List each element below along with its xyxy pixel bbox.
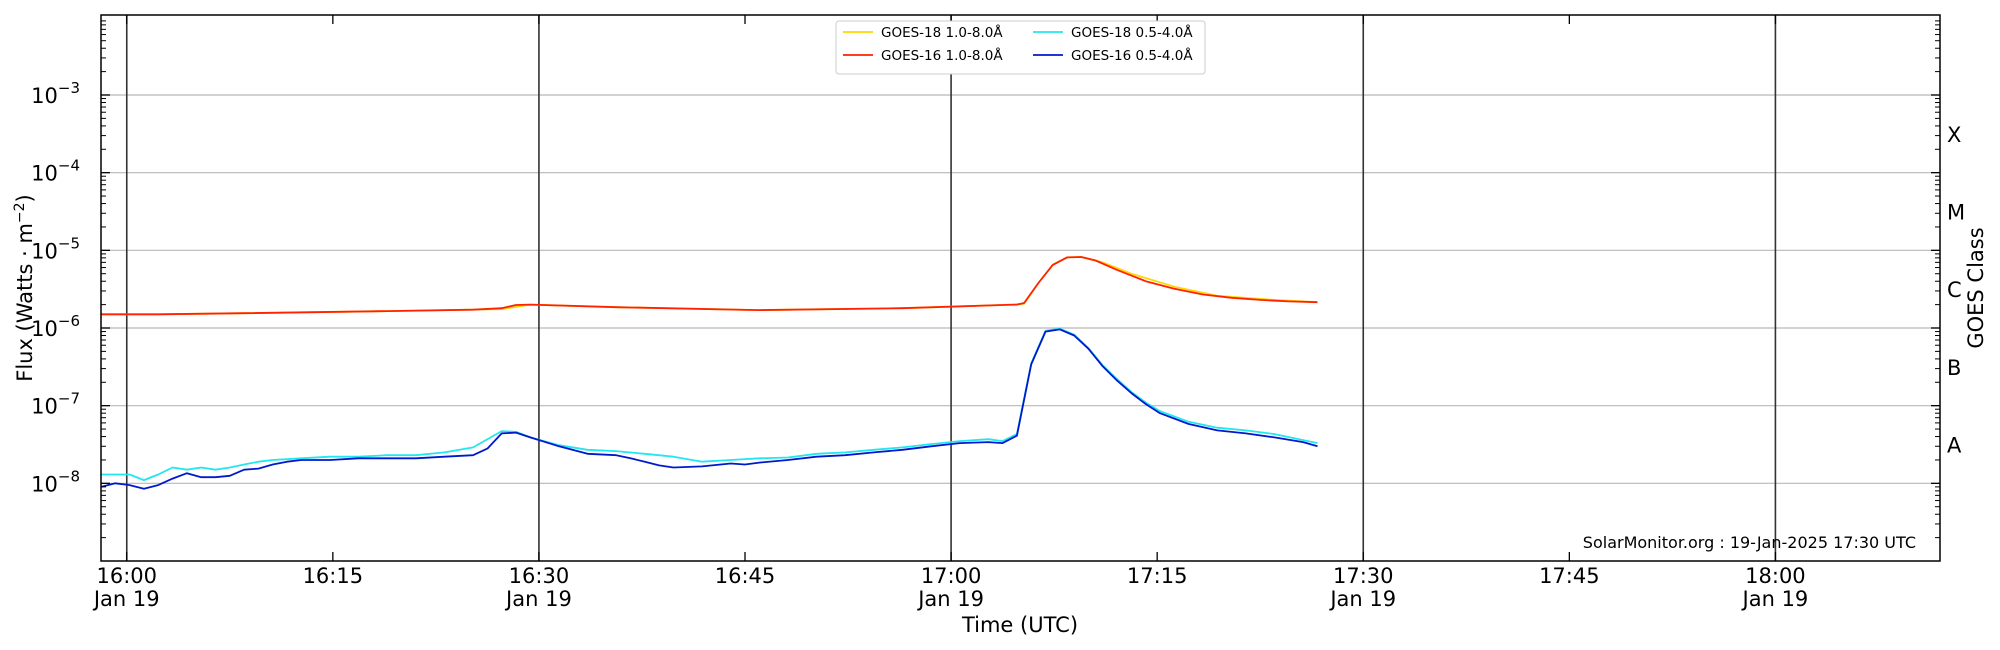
- y-tick-label-base: 10: [31, 317, 58, 341]
- y-tick-label-exponent: −6: [58, 312, 80, 330]
- legend-entry-label: GOES-18 1.0-8.0Å: [881, 24, 1003, 41]
- legend-entry-label: GOES-18 0.5-4.0Å: [1071, 24, 1193, 41]
- y-tick-label-base: 10: [31, 472, 58, 496]
- x-tick-label-time: 16:45: [715, 564, 776, 588]
- y-tick-label: 10−8: [31, 467, 80, 496]
- y-tick-label-base: 10: [31, 395, 58, 419]
- series-layer: [100, 256, 1318, 490]
- x-tick-label-time: 16:15: [303, 564, 364, 588]
- goes-class-label: M: [1947, 200, 1965, 224]
- y-tick-label-base: 10: [31, 84, 58, 108]
- grid-layer: [101, 15, 1940, 561]
- y-tick-label: 10−6: [31, 312, 80, 341]
- y-axis-title-exponent: −2: [12, 202, 28, 223]
- x-tick-label-date: Jan 19: [1328, 587, 1396, 611]
- x-tick-label-time: 18:00: [1745, 564, 1806, 588]
- y-tick-label-base: 10: [31, 239, 58, 263]
- y-axis-title: Flux (Watts · m−2): [12, 194, 37, 382]
- y-tick-label-exponent: −8: [58, 467, 80, 485]
- y-tick-label-exponent: −3: [58, 79, 80, 97]
- y-tick-label-exponent: −4: [58, 157, 80, 175]
- y-tick-label-exponent: −7: [58, 390, 80, 408]
- credit-text: SolarMonitor.org : 19-Jan-2025 17:30 UTC: [1583, 533, 1916, 552]
- series-line: [100, 328, 1318, 490]
- x-tick-label-date: Jan 19: [1741, 587, 1809, 611]
- x-tick-label-time: 16:00: [96, 564, 157, 588]
- x-axis-title: Time (UTC): [961, 613, 1078, 637]
- series-line: [101, 256, 1318, 316]
- legend-entry-label: GOES-16 1.0-8.0Å: [881, 47, 1003, 64]
- y-tick-label: 10−5: [31, 234, 80, 263]
- x-tick-label-time: 17:15: [1127, 564, 1188, 588]
- plot-frame: [100, 14, 1941, 562]
- x-tick-label-time: 17:00: [921, 564, 982, 588]
- y-tick-label-exponent: −5: [58, 234, 80, 252]
- legend-entry-label: GOES-16 0.5-4.0Å: [1071, 47, 1193, 64]
- goes-class-label: B: [1947, 356, 1961, 380]
- y-axis-title-close: ): [13, 194, 37, 202]
- goes-class-axis-title: GOES Class: [1964, 227, 1988, 348]
- goes-class-label: A: [1947, 433, 1962, 457]
- x-tick-label-time: 17:45: [1539, 564, 1600, 588]
- y-tick-label: 10−7: [31, 390, 80, 419]
- x-tick-label-date: Jan 19: [916, 587, 984, 611]
- plot-area: [101, 15, 1940, 561]
- y-axis-title-main: Flux (Watts · m: [13, 223, 37, 382]
- legend-box: [835, 20, 1206, 75]
- x-tick-label-date: Jan 19: [92, 587, 160, 611]
- x-tick-label-time: 17:30: [1333, 564, 1394, 588]
- legend: GOES-18 1.0-8.0Å GOES-16 1.0-8.0Å GOES-18 …: [835, 20, 1206, 75]
- y-tick-label: 10−4: [31, 157, 80, 186]
- y-tick-label-base: 10: [31, 162, 58, 186]
- x-tick-label-time: 16:30: [509, 564, 570, 588]
- goes-class-label: C: [1947, 278, 1962, 302]
- goes-class-label: X: [1947, 123, 1961, 147]
- x-tick-label-date: Jan 19: [504, 587, 572, 611]
- y-tick-label: 10−3: [31, 79, 80, 108]
